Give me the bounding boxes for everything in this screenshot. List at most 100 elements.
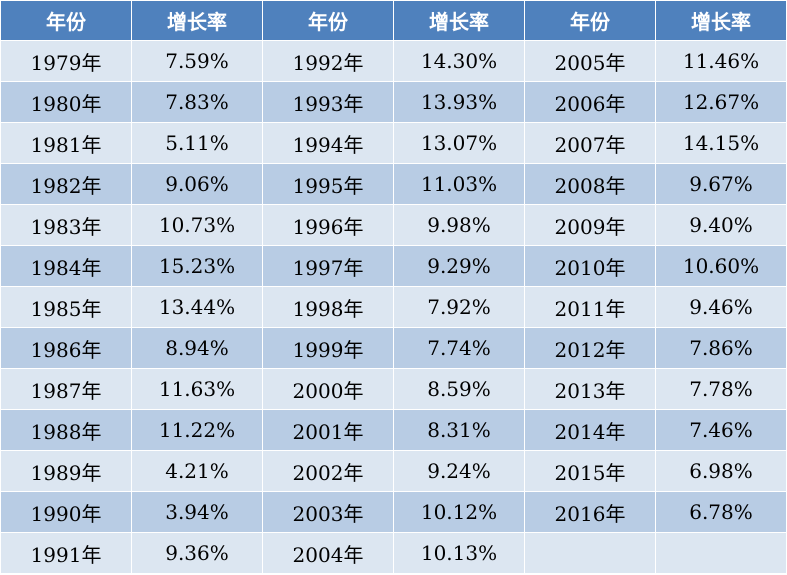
year-cell: 2015年 [524, 450, 656, 492]
table-row: 1990年 3.94% 2003年 10.12% 2016年 6.78% [0, 491, 787, 533]
rate-cell: 11.63% [131, 368, 263, 410]
year-cell: 2006年 [524, 81, 656, 123]
empty-cell [655, 532, 787, 574]
rate-cell: 9.40% [655, 204, 787, 246]
header-cell: 增长率 [393, 0, 525, 41]
year-cell: 1989年 [0, 450, 132, 492]
year-cell: 1992年 [262, 40, 394, 82]
table-body: 1979年 7.59% 1992年 14.30% 2005年 11.46% 1980年 7.8… [0, 40, 787, 574]
empty-cell [524, 532, 656, 574]
year-cell: 1987年 [0, 368, 132, 410]
table-row: 1989年 4.21% 2002年 9.24% 2015年 6.98% [0, 450, 787, 492]
rate-cell: 13.07% [393, 122, 525, 164]
table-row: 1991年 9.36% 2004年 10.13% [0, 532, 787, 574]
rate-cell: 9.36% [131, 532, 263, 574]
year-cell: 1988年 [0, 409, 132, 451]
header-cell: 年份 [262, 0, 394, 41]
rate-cell: 9.29% [393, 245, 525, 287]
rate-cell: 15.23% [131, 245, 263, 287]
year-cell: 2002年 [262, 450, 394, 492]
rate-cell: 3.94% [131, 491, 263, 533]
rate-cell: 8.59% [393, 368, 525, 410]
year-cell: 2016年 [524, 491, 656, 533]
rate-cell: 8.31% [393, 409, 525, 451]
rate-cell: 9.46% [655, 286, 787, 328]
rate-cell: 10.13% [393, 532, 525, 574]
rate-cell: 7.59% [131, 40, 263, 82]
year-cell: 1979年 [0, 40, 132, 82]
year-cell: 1991年 [0, 532, 132, 574]
year-cell: 2005年 [524, 40, 656, 82]
year-cell: 2010年 [524, 245, 656, 287]
year-cell: 1981年 [0, 122, 132, 164]
year-cell: 2000年 [262, 368, 394, 410]
year-cell: 1999年 [262, 327, 394, 369]
year-cell: 1985年 [0, 286, 132, 328]
rate-cell: 10.73% [131, 204, 263, 246]
table-row: 1981年 5.11% 1994年 13.07% 2007年 14.15% [0, 122, 787, 164]
table-row: 1983年 10.73% 1996年 9.98% 2009年 9.40% [0, 204, 787, 246]
year-cell: 1994年 [262, 122, 394, 164]
year-cell: 2007年 [524, 122, 656, 164]
table-row: 1986年 8.94% 1999年 7.74% 2012年 7.86% [0, 327, 787, 369]
table-row: 1988年 11.22% 2001年 8.31% 2014年 7.46% [0, 409, 787, 451]
year-cell: 1980年 [0, 81, 132, 123]
year-cell: 2009年 [524, 204, 656, 246]
rate-cell: 14.15% [655, 122, 787, 164]
rate-cell: 7.86% [655, 327, 787, 369]
table-row: 1985年 13.44% 1998年 7.92% 2011年 9.46% [0, 286, 787, 328]
header-cell: 年份 [0, 0, 132, 41]
rate-cell: 7.78% [655, 368, 787, 410]
year-cell: 2014年 [524, 409, 656, 451]
rate-cell: 9.67% [655, 163, 787, 205]
rate-cell: 7.46% [655, 409, 787, 451]
year-cell: 2013年 [524, 368, 656, 410]
rate-cell: 11.03% [393, 163, 525, 205]
year-cell: 1993年 [262, 81, 394, 123]
table-row: 1987年 11.63% 2000年 8.59% 2013年 7.78% [0, 368, 787, 410]
table-row: 1979年 7.59% 1992年 14.30% 2005年 11.46% [0, 40, 787, 82]
rate-cell: 13.93% [393, 81, 525, 123]
rate-cell: 7.83% [131, 81, 263, 123]
rate-cell: 7.74% [393, 327, 525, 369]
rate-cell: 9.06% [131, 163, 263, 205]
year-cell: 2011年 [524, 286, 656, 328]
rate-cell: 6.98% [655, 450, 787, 492]
year-cell: 1998年 [262, 286, 394, 328]
rate-cell: 11.22% [131, 409, 263, 451]
rate-cell: 10.12% [393, 491, 525, 533]
rate-cell: 5.11% [131, 122, 263, 164]
year-cell: 2003年 [262, 491, 394, 533]
year-cell: 1984年 [0, 245, 132, 287]
year-cell: 1996年 [262, 204, 394, 246]
year-cell: 1983年 [0, 204, 132, 246]
rate-cell: 9.24% [393, 450, 525, 492]
header-cell: 年份 [524, 0, 656, 41]
rate-cell: 10.60% [655, 245, 787, 287]
year-cell: 1997年 [262, 245, 394, 287]
year-cell: 2004年 [262, 532, 394, 574]
rate-cell: 4.21% [131, 450, 263, 492]
table-row: 1984年 15.23% 1997年 9.29% 2010年 10.60% [0, 245, 787, 287]
year-cell: 1990年 [0, 491, 132, 533]
table-row: 1982年 9.06% 1995年 11.03% 2008年 9.67% [0, 163, 787, 205]
year-cell: 2001年 [262, 409, 394, 451]
year-cell: 2008年 [524, 163, 656, 205]
rate-cell: 14.30% [393, 40, 525, 82]
rate-cell: 12.67% [655, 81, 787, 123]
year-cell: 1995年 [262, 163, 394, 205]
rate-cell: 11.46% [655, 40, 787, 82]
rate-cell: 6.78% [655, 491, 787, 533]
rate-cell: 9.98% [393, 204, 525, 246]
header-cell: 增长率 [131, 0, 263, 41]
rate-cell: 13.44% [131, 286, 263, 328]
header-cell: 增长率 [655, 0, 787, 41]
table-row: 1980年 7.83% 1993年 13.93% 2006年 12.67% [0, 81, 787, 123]
year-cell: 1982年 [0, 163, 132, 205]
rate-cell: 8.94% [131, 327, 263, 369]
year-cell: 2012年 [524, 327, 656, 369]
year-cell: 1986年 [0, 327, 132, 369]
rate-cell: 7.92% [393, 286, 525, 328]
